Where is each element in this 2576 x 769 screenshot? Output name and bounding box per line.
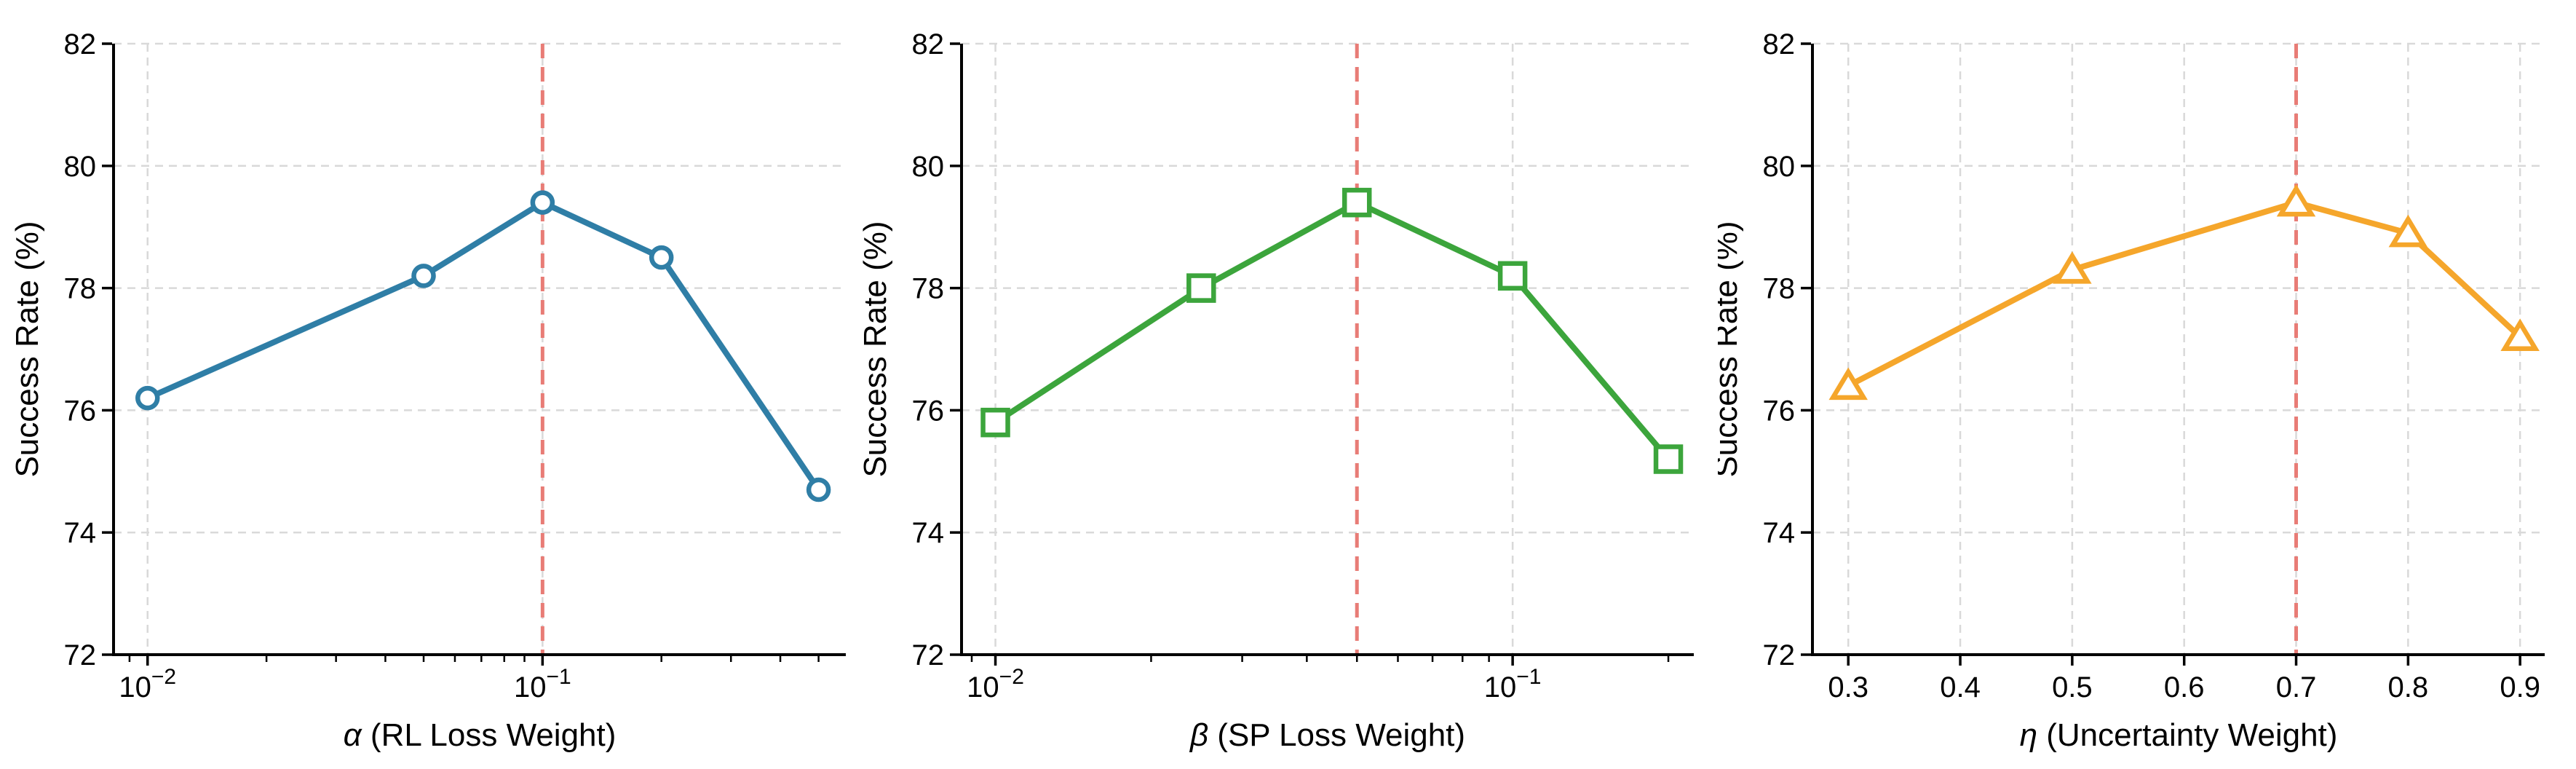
y-axis-label: Success Rate (%)	[1718, 221, 1744, 477]
y-tick-label: 74	[64, 517, 97, 549]
y-tick-label: 74	[1763, 517, 1796, 549]
y-tick-label: 82	[912, 28, 945, 60]
y-tick-label: 82	[64, 28, 97, 60]
y-tick-label: 80	[1763, 151, 1796, 183]
x-tick-label: 0.3	[1828, 671, 1868, 703]
data-point-marker	[2388, 214, 2428, 248]
y-axis-label: Success Rate (%)	[9, 221, 45, 477]
data-point-marker	[530, 190, 555, 215]
data-point-marker	[1497, 261, 1528, 291]
x-axis-label: η (Uncertainty Weight)	[2020, 717, 2338, 753]
eta-uncertainty-weight-chart: 72 74 76 78 80 82 0.3 0.4 0.5 0.6 0.7 0.8 0.9 η (Unce…	[1718, 28, 2545, 753]
y-tick-label: 72	[912, 639, 945, 671]
y-tick-label: 78	[1763, 273, 1796, 305]
data-point-marker	[2053, 251, 2092, 284]
data-point-marker	[2500, 318, 2540, 351]
data-point-marker	[2276, 184, 2316, 217]
y-tick-label: 76	[64, 395, 97, 427]
x-tick-label: 0.5	[2052, 671, 2093, 703]
y-tick-label: 78	[912, 273, 945, 305]
series-line	[144, 200, 822, 493]
x-tick-label: 10−1	[514, 665, 571, 703]
x-tick-label: 10−2	[119, 665, 176, 703]
y-tick-label: 74	[912, 517, 945, 549]
y-tick-label: 80	[912, 151, 945, 183]
alpha-rl-loss-weight-chart: 72 74 76 78 80 82 10−2 10−1 α (RL Loss Weight) Su…	[9, 28, 846, 753]
x-tick-label: 0.8	[2388, 671, 2429, 703]
y-tick-label: 76	[912, 395, 945, 427]
x-axis-label: α (RL Loss Weight)	[344, 717, 617, 753]
y-axis-label: Success Rate (%)	[859, 221, 893, 477]
x-tick-label: 0.6	[2164, 671, 2205, 703]
data-point-marker	[1186, 273, 1216, 303]
y-tick-label: 72	[1763, 639, 1796, 671]
beta-sp-loss-weight-chart: 72 74 76 78 80 82 10−2 10−1 β (SP Loss Weight) Su…	[859, 28, 1694, 753]
x-tick-label: 0.7	[2276, 671, 2317, 703]
y-tick-label: 80	[64, 151, 97, 183]
x-tick-label: 0.4	[1940, 671, 1981, 703]
data-point-marker	[135, 385, 160, 411]
y-tick-label: 72	[64, 639, 97, 671]
data-point-marker	[1828, 367, 1868, 401]
x-tick-label: 10−2	[967, 665, 1024, 703]
y-tick-label: 76	[1763, 395, 1796, 427]
data-point-marker	[1341, 187, 1372, 218]
x-tick-label: 0.9	[2500, 671, 2540, 703]
data-point-marker	[1653, 444, 1684, 474]
data-point-marker	[980, 407, 1010, 438]
y-tick-label: 78	[64, 273, 97, 305]
data-point-marker	[411, 264, 436, 288]
data-point-marker	[806, 477, 831, 502]
x-tick-label: 10−1	[1484, 665, 1542, 703]
series-line	[992, 200, 1672, 462]
y-tick-label: 82	[1763, 28, 1796, 60]
x-axis-label: β (SP Loss Weight)	[1189, 717, 1465, 753]
data-point-marker	[649, 245, 674, 270]
